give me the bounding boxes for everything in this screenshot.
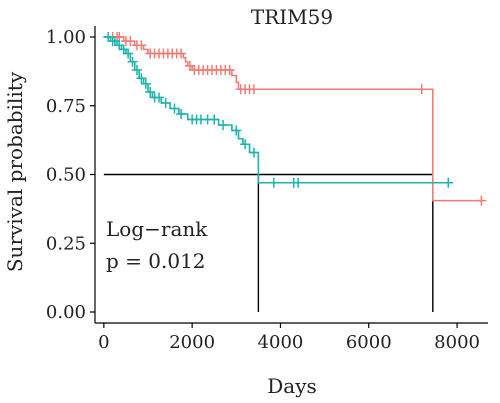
censor-mark <box>476 195 487 206</box>
x-tick-label: 8000 <box>434 332 480 353</box>
censor-mark <box>218 120 229 130</box>
survival-curve-1 <box>103 36 484 202</box>
censor-mark <box>169 103 180 114</box>
censor-mark <box>131 65 142 75</box>
y-tick-label: 0.00 <box>46 302 86 323</box>
y-tick-label: 0.50 <box>46 165 86 186</box>
x-tick-label: 2000 <box>169 332 215 353</box>
censor-mark <box>209 114 220 125</box>
censor-mark <box>103 32 114 42</box>
logrank-label: Log−rank <box>106 217 208 241</box>
censor-mark <box>248 84 259 95</box>
censor-mark <box>145 87 156 97</box>
censor-mark <box>154 92 165 103</box>
censor-mark <box>109 36 120 47</box>
survival-curve-2 <box>103 36 451 184</box>
censor-mark <box>416 84 427 95</box>
censor-mark <box>118 44 129 55</box>
y-tick-label: 0.25 <box>46 233 86 254</box>
pvalue-label: p = 0.012 <box>106 249 206 273</box>
x-axis-title: Days <box>267 374 317 398</box>
censor-mark <box>114 40 125 51</box>
x-tick-label: 0 <box>98 332 109 353</box>
censor-mark <box>176 109 187 119</box>
censor-mark <box>160 98 171 108</box>
censor-mark <box>127 56 138 67</box>
censor-mark <box>240 139 251 150</box>
y-tick-label: 1.00 <box>46 27 86 48</box>
censor-mark <box>293 177 304 188</box>
censor-mark <box>136 40 147 51</box>
censor-mark <box>231 125 242 136</box>
censor-mark <box>268 177 279 188</box>
censor-mark <box>184 60 195 71</box>
plot-area: 0.00 0.25 0.50 0.75 1.00 0 2000 4000 6000 8000 <box>46 26 488 353</box>
y-axis-title: Survival probability <box>3 71 27 272</box>
censor-mark <box>140 78 151 89</box>
chart-title: TRIM59 <box>251 5 333 29</box>
y-tick-label: 0.75 <box>46 96 86 117</box>
censor-mark <box>136 73 147 84</box>
censor-mark <box>224 65 235 75</box>
x-tick-label: 6000 <box>346 332 392 353</box>
censor-mark <box>123 48 134 59</box>
censor-mark <box>125 36 136 47</box>
censor-mark <box>248 147 259 158</box>
censor-mark <box>176 48 187 59</box>
x-tick-label: 4000 <box>258 332 304 353</box>
censor-mark <box>443 177 454 188</box>
